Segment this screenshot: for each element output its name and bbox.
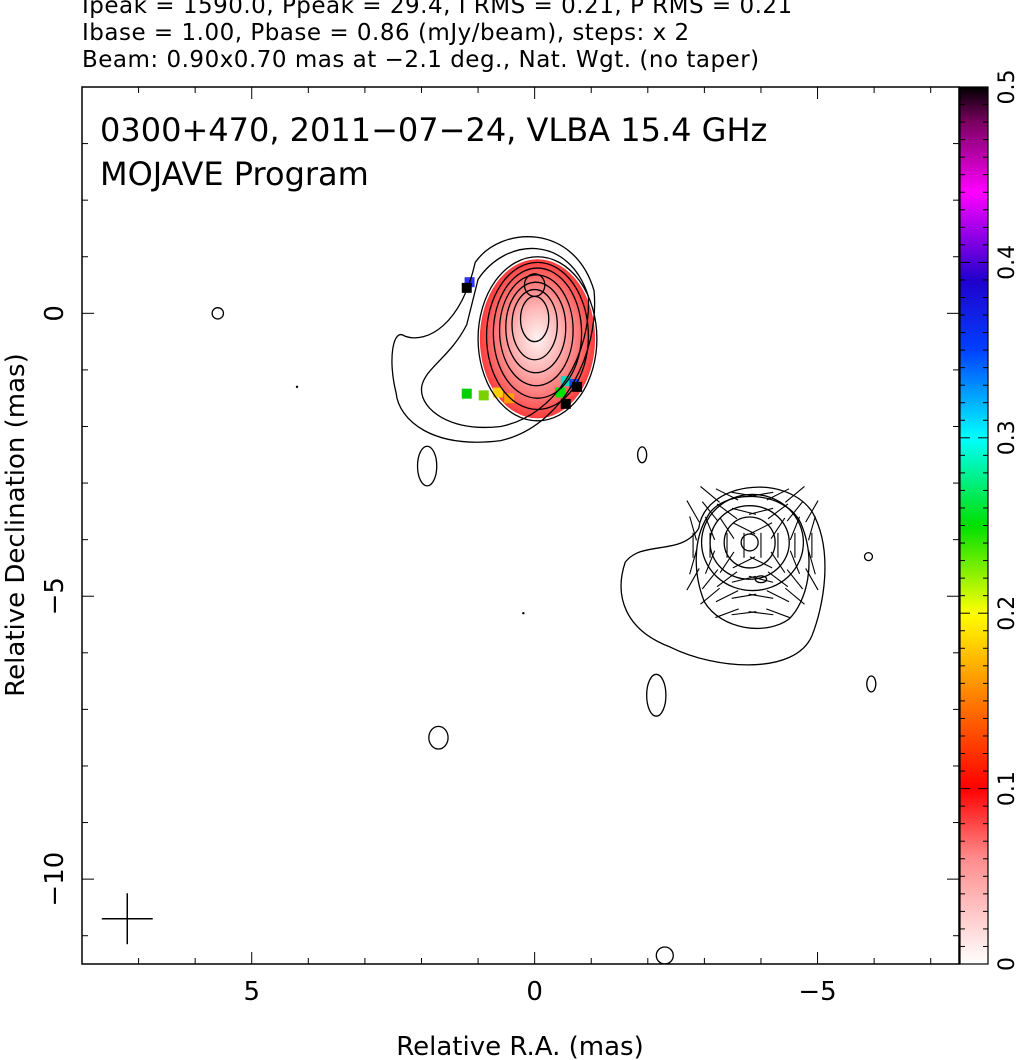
polarization-pixel xyxy=(461,282,472,293)
colorbar-tick-label: 0.1 xyxy=(995,771,1020,806)
evpa-vector xyxy=(701,501,719,522)
core-contour xyxy=(505,281,567,374)
evpa-vector xyxy=(732,522,756,535)
core-contour xyxy=(498,274,574,387)
chart-subtitle: MOJAVE Program xyxy=(100,155,369,193)
evpa-vector xyxy=(807,516,816,541)
jet-contour xyxy=(700,493,805,592)
colorbar-tick-label: 0.5 xyxy=(995,70,1020,105)
noise-contour xyxy=(866,675,877,693)
evpa-vector xyxy=(686,568,700,591)
evpa-vector xyxy=(749,556,773,569)
evpa-vector xyxy=(766,608,790,619)
evpa-vector xyxy=(805,500,819,523)
colorbar-tick-label: 0.3 xyxy=(995,420,1020,455)
polarization-pixel xyxy=(478,390,489,401)
polarization-pixel xyxy=(572,381,583,392)
evpa-vector xyxy=(770,551,786,573)
noise-dot xyxy=(522,612,525,615)
evpa-vector xyxy=(700,485,720,503)
core-contour xyxy=(485,261,590,411)
x-tick-label: −5 xyxy=(798,977,836,1007)
polarization-pixel xyxy=(560,398,571,409)
core-halo-contour xyxy=(391,236,596,443)
x-tick-label: 5 xyxy=(243,977,260,1007)
noise-contour xyxy=(428,725,449,750)
evpa-vector xyxy=(715,488,739,501)
evpa-vector xyxy=(686,500,700,523)
jet-contour xyxy=(740,533,759,552)
x-tick-label: 0 xyxy=(526,977,543,1007)
noise-contour xyxy=(416,445,438,487)
evpa-vector xyxy=(789,516,801,541)
evpa-vector xyxy=(732,556,756,569)
evpa-vector xyxy=(700,587,720,605)
colorbar-tick-label: 0.2 xyxy=(995,596,1020,631)
noise-contour xyxy=(636,446,648,464)
y-axis-label: Relative Declination (mas) xyxy=(1,353,31,696)
evpa-vector xyxy=(748,491,774,497)
evpa-vector xyxy=(785,587,805,605)
noise-contour xyxy=(211,307,225,320)
colorbar-tick-label: 0 xyxy=(995,957,1020,971)
core-contour xyxy=(492,267,583,399)
polarization-pixel xyxy=(555,387,566,398)
noise-contour xyxy=(863,552,874,562)
noise-contour xyxy=(655,946,674,964)
evpa-vector xyxy=(715,608,739,619)
evpa-vector xyxy=(785,485,805,503)
jet-contour xyxy=(723,516,776,569)
jet-outer-contour xyxy=(620,486,826,666)
core-contour xyxy=(511,288,558,361)
evpa-vector xyxy=(749,522,773,535)
noise-contour xyxy=(646,673,667,717)
evpa-vector xyxy=(767,503,789,520)
y-tick-label: −10 xyxy=(40,852,70,907)
jet-contour xyxy=(754,575,768,584)
evpa-vector xyxy=(701,569,719,590)
evpa-vector xyxy=(789,550,801,575)
header-line-2: Ibase = 1.00, Pbase = 0.86 (mJy/beam), s… xyxy=(82,20,690,46)
plot-frame xyxy=(81,86,960,965)
evpa-vector xyxy=(807,550,816,575)
evpa-vector xyxy=(704,516,716,541)
colorbar-tick-label: 0.4 xyxy=(995,245,1020,280)
noise-dot xyxy=(295,385,299,389)
header-line-3: Beam: 0.90x0.70 mas at −2.1 deg., Nat. W… xyxy=(82,47,760,73)
evpa-vector xyxy=(767,571,789,588)
evpa-vector xyxy=(748,507,774,515)
chart-title: 0300+470, 2011−07−24, VLBA 15.4 GHz xyxy=(100,111,767,149)
evpa-vector xyxy=(716,571,738,588)
y-tick-label: 0 xyxy=(40,305,70,322)
evpa-vector xyxy=(715,590,739,603)
evpa-vector xyxy=(786,569,804,590)
evpa-vector xyxy=(719,517,735,539)
header-line-1: Ipeak = 1590.0, Ppeak = 29.4, I RMS = 0.… xyxy=(82,0,793,19)
evpa-vector xyxy=(805,568,819,591)
colorbar: 0 0.1 0.2 0.3 0.4 0.5 xyxy=(959,70,1020,971)
evpa-vector xyxy=(719,551,735,573)
evpa-vector xyxy=(748,593,774,599)
core-contour xyxy=(523,273,546,297)
polarization-pixel xyxy=(504,393,515,404)
evpa-vector xyxy=(748,611,774,616)
x-axis-label: Relative R.A. (mas) xyxy=(396,1032,643,1060)
evpa-vector xyxy=(704,550,716,575)
y-tick-label: −5 xyxy=(40,577,70,615)
evpa-vector xyxy=(786,501,804,522)
evpa-vector xyxy=(766,590,790,603)
polarization-pixel xyxy=(492,387,503,398)
polarization-pixel xyxy=(461,388,472,399)
evpa-vector xyxy=(689,516,698,541)
evpa-vector xyxy=(766,488,790,501)
evpa-vector xyxy=(748,575,774,583)
core-contour xyxy=(477,256,598,422)
evpa-vector xyxy=(689,550,698,575)
evpa-vector xyxy=(770,517,786,539)
evpa-vector xyxy=(716,503,738,520)
